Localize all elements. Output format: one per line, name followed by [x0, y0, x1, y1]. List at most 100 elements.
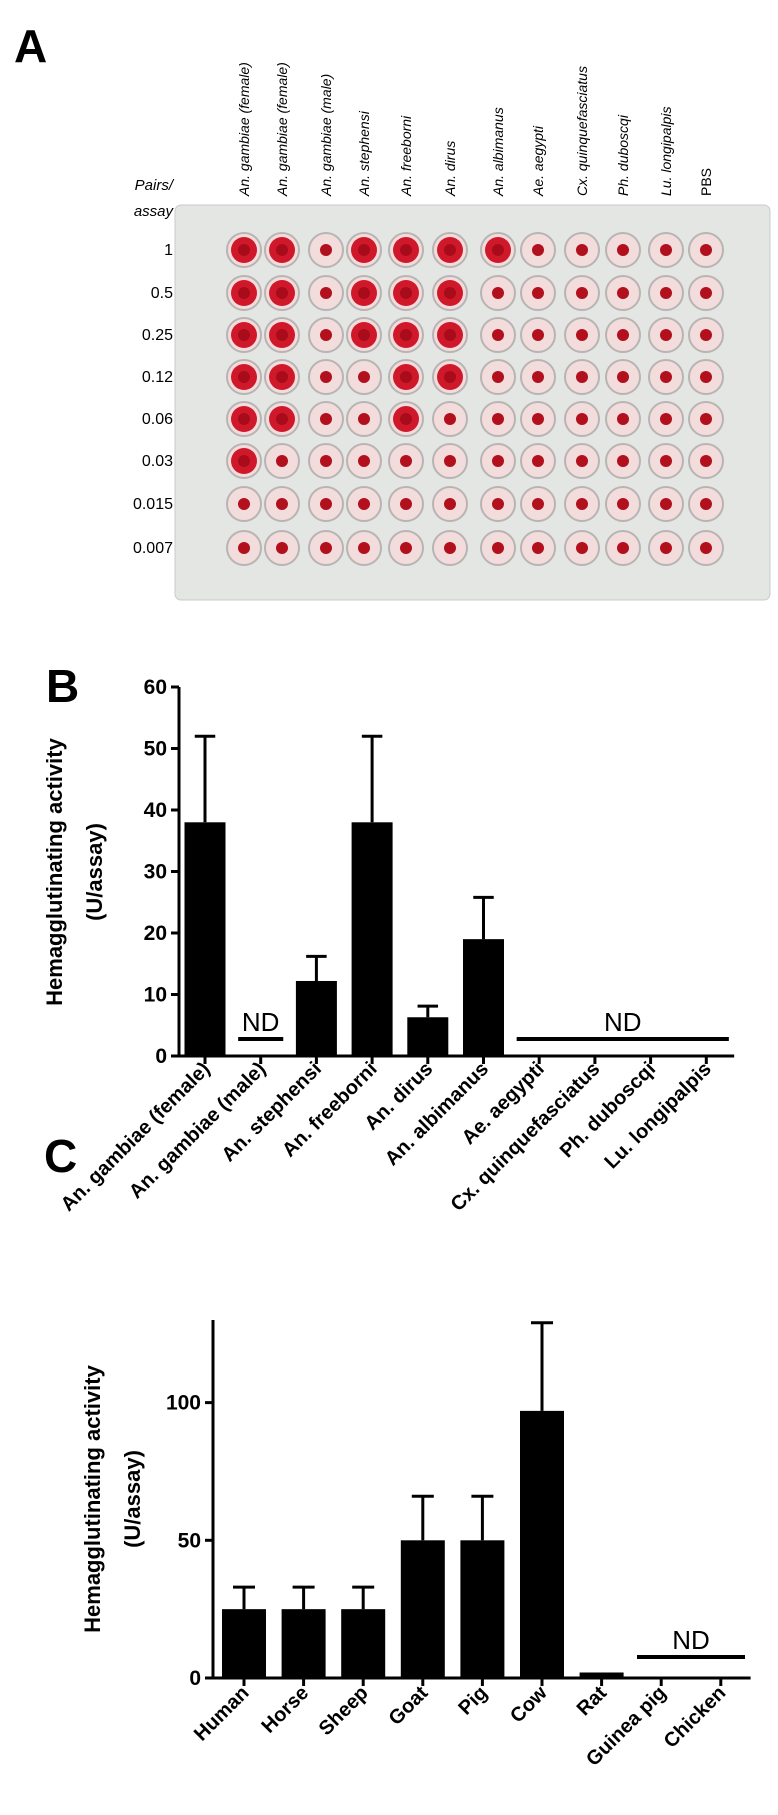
y-axis-label: Hemagglutinating activity — [80, 1364, 105, 1632]
well-center — [444, 329, 456, 341]
well-content — [276, 542, 288, 554]
well-content — [532, 329, 544, 341]
well-center — [276, 244, 288, 256]
well-content — [617, 287, 629, 299]
well-center — [400, 371, 412, 383]
y-tick-label: 20 — [144, 922, 167, 945]
well-content — [444, 455, 456, 467]
well-content — [700, 542, 712, 554]
bar — [222, 1609, 266, 1678]
row-label: 1 — [164, 242, 173, 259]
row-label: 0.03 — [142, 453, 173, 470]
y-tick-label: 50 — [144, 738, 167, 761]
well-content — [320, 244, 332, 256]
well-content — [700, 498, 712, 510]
well-center — [276, 413, 288, 425]
well-content — [320, 329, 332, 341]
well-content — [492, 371, 504, 383]
x-tick-label: Rat — [573, 1682, 612, 1721]
column-label: An. gambiae (female) — [274, 62, 290, 197]
y-axis-label: (U/assay) — [82, 823, 107, 921]
well-content — [358, 498, 370, 510]
bar — [579, 1672, 624, 1678]
corner-label: assay — [134, 203, 175, 220]
well-content — [358, 542, 370, 554]
well-content — [400, 542, 412, 554]
x-tick-label: Human — [190, 1682, 253, 1745]
x-tick-label: Ph. duboscqi — [556, 1058, 660, 1162]
well-content — [576, 329, 588, 341]
y-tick-label: 0 — [155, 1045, 167, 1068]
well-center — [238, 244, 250, 256]
well-content — [617, 329, 629, 341]
well-content — [700, 244, 712, 256]
well-content — [617, 455, 629, 467]
well-center — [358, 329, 370, 341]
bar — [407, 1017, 449, 1056]
column-label: Ae. aegypti — [530, 125, 546, 197]
panel-label: A — [14, 20, 47, 72]
well-content — [320, 371, 332, 383]
well-center — [238, 455, 250, 467]
bar — [460, 1540, 505, 1678]
y-tick-label: 10 — [144, 984, 167, 1007]
well-content — [358, 455, 370, 467]
bar — [281, 1609, 326, 1678]
bar — [400, 1540, 445, 1678]
well-content — [276, 455, 288, 467]
well-content — [576, 455, 588, 467]
y-tick-label: 60 — [144, 676, 167, 699]
well-center — [276, 371, 288, 383]
well-center — [358, 244, 370, 256]
y-axis-label: Hemagglutinating activity — [42, 737, 67, 1005]
row-label: 0.007 — [133, 540, 173, 557]
well-content — [358, 371, 370, 383]
row-label: 0.06 — [142, 411, 173, 428]
y-tick-label: 0 — [189, 1667, 201, 1690]
well-center — [238, 287, 250, 299]
well-center — [444, 244, 456, 256]
well-content — [660, 287, 672, 299]
well-content — [238, 542, 250, 554]
well-content — [444, 413, 456, 425]
panel-label: B — [46, 660, 79, 712]
column-label: An. gambiae (male) — [318, 74, 334, 197]
well-center — [400, 244, 412, 256]
well-center — [400, 413, 412, 425]
column-label: An. gambiae (female) — [236, 62, 252, 197]
well-content — [532, 455, 544, 467]
column-label: Lu. longipalpis — [658, 106, 674, 196]
well-content — [320, 498, 332, 510]
bar — [520, 1410, 564, 1678]
y-tick-label: 30 — [144, 861, 167, 884]
well-content — [660, 244, 672, 256]
column-label: Ph. duboscqi — [615, 114, 631, 196]
well-content — [532, 371, 544, 383]
bar — [184, 822, 226, 1056]
row-label: 0.25 — [142, 327, 173, 344]
well-content — [576, 498, 588, 510]
row-label: 0.015 — [133, 496, 173, 513]
well-content — [320, 413, 332, 425]
well-content — [492, 498, 504, 510]
well-content — [532, 498, 544, 510]
well-center — [444, 287, 456, 299]
well-content — [532, 413, 544, 425]
well-center — [492, 244, 504, 256]
well-center — [276, 287, 288, 299]
well-content — [492, 542, 504, 554]
well-content — [400, 498, 412, 510]
bar — [341, 1609, 386, 1678]
y-tick-label: 50 — [178, 1529, 201, 1552]
well-content — [492, 287, 504, 299]
well-content — [700, 371, 712, 383]
row-label: 0.5 — [151, 285, 173, 302]
well-content — [532, 542, 544, 554]
column-label: An. dirus — [442, 141, 458, 197]
well-content — [617, 244, 629, 256]
well-content — [700, 287, 712, 299]
well-center — [444, 371, 456, 383]
well-content — [700, 329, 712, 341]
well-center — [400, 287, 412, 299]
well-content — [444, 542, 456, 554]
